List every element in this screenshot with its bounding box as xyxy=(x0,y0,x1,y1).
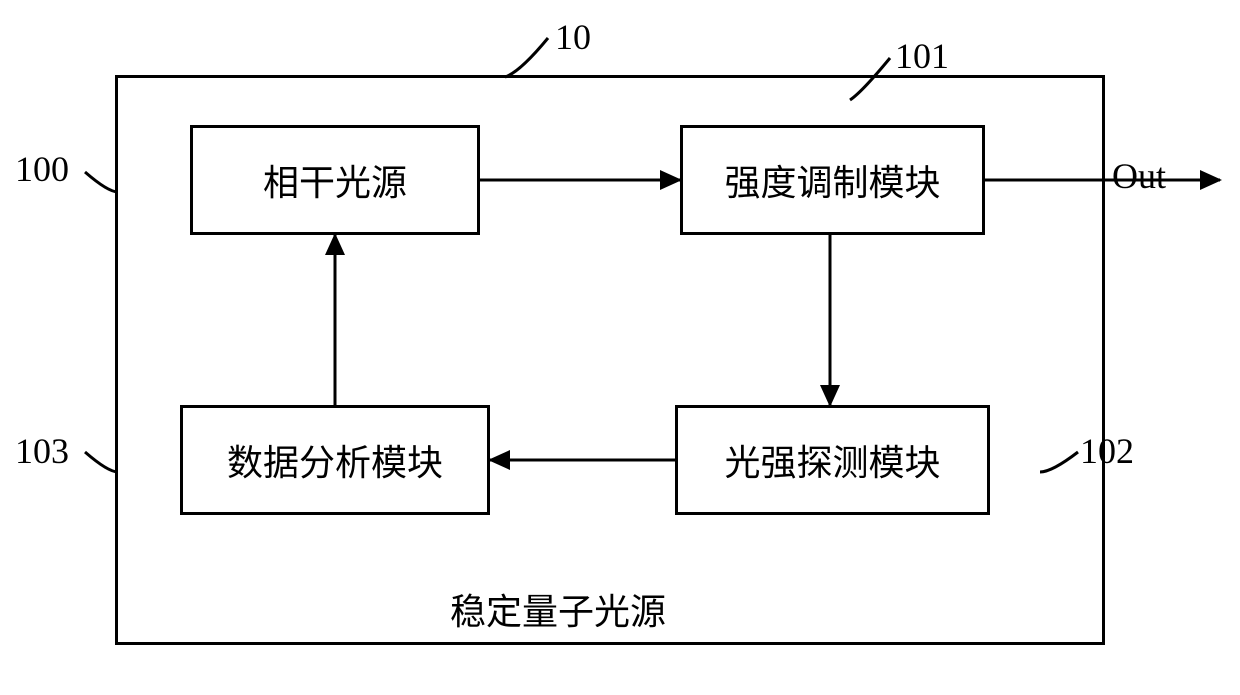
ref-label-102: 102 xyxy=(1080,430,1134,472)
ref-label-101: 101 xyxy=(895,35,949,77)
node-light-intensity-detection-module: 光强探测模块 xyxy=(675,405,990,515)
node-label: 数据分析模块 xyxy=(227,434,443,486)
ref-label-10: 10 xyxy=(555,16,591,58)
leader-ref_10 xyxy=(505,38,548,77)
out-label: Out xyxy=(1112,155,1166,197)
node-intensity-modulation-module: 强度调制模块 xyxy=(680,125,985,235)
leader-ref_103 xyxy=(85,452,118,472)
node-coherent-light-source: 相干光源 xyxy=(190,125,480,235)
node-data-analysis-module: 数据分析模块 xyxy=(180,405,490,515)
leader-ref_100 xyxy=(85,172,118,192)
node-label: 强度调制模块 xyxy=(724,154,940,206)
node-label: 光强探测模块 xyxy=(724,434,940,486)
node-label: 相干光源 xyxy=(263,154,407,206)
diagram-canvas: 相干光源 强度调制模块 数据分析模块 光强探测模块 稳定量子光源 Out 10 … xyxy=(0,0,1240,695)
ref-label-100: 100 xyxy=(15,148,69,190)
ref-label-103: 103 xyxy=(15,430,69,472)
container-title: 稳定量子光源 xyxy=(450,583,666,635)
